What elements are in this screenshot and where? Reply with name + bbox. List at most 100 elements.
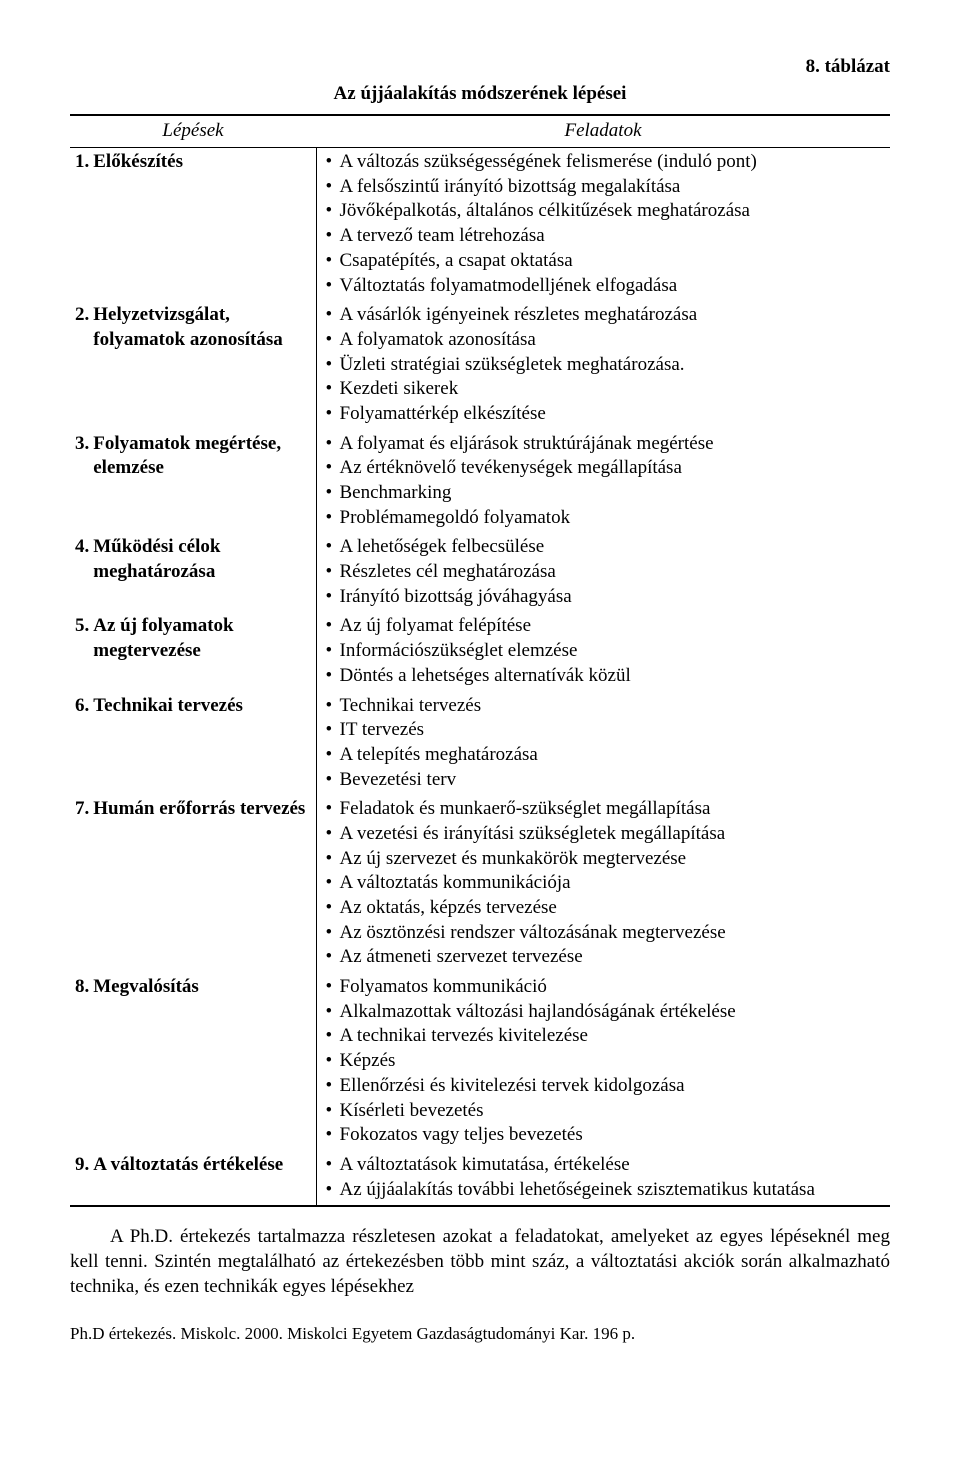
- tasks-cell: A változtatások kimutatása, értékeléseAz…: [316, 1151, 890, 1206]
- step-name: Előkészítés: [89, 150, 183, 175]
- step-cell: 8.Megvalósítás: [70, 973, 316, 1151]
- step-number: 9.: [75, 1153, 89, 1178]
- task-item: Az oktatás, képzés tervezése: [340, 896, 886, 921]
- table-row: 5.Az új folyamatok megtervezéseAz új fol…: [70, 612, 890, 691]
- header-steps: Lépések: [70, 115, 316, 147]
- tasks-cell: Az új folyamat felépítéseInformációszüks…: [316, 612, 890, 691]
- task-list: A változás szükségességének felismerése …: [322, 150, 886, 298]
- task-item: Kezdeti sikerek: [340, 377, 886, 402]
- task-item: Benchmarking: [340, 481, 886, 506]
- step-number: 3.: [75, 432, 89, 481]
- task-item: Csapatépítés, a csapat oktatása: [340, 249, 886, 274]
- step-cell: 3.Folyamatok megértése, elemzése: [70, 430, 316, 534]
- task-item: Az ösztönzési rendszer változásának megt…: [340, 921, 886, 946]
- tasks-cell: A folyamat és eljárások struktúrájának m…: [316, 430, 890, 534]
- table-row: 4.Működési célok meghatározásaA lehetősé…: [70, 533, 890, 612]
- tasks-cell: Folyamatos kommunikációAlkalmazottak vál…: [316, 973, 890, 1151]
- body-paragraph: A Ph.D. értekezés tartalmazza részletese…: [70, 1225, 890, 1299]
- step-name: Humán erőforrás tervezés: [89, 797, 305, 822]
- task-item: Az új szervezet és munkakörök megtervezé…: [340, 847, 886, 872]
- task-item: Alkalmazottak változási hajlandóságának …: [340, 1000, 886, 1025]
- tasks-cell: Feladatok és munkaerő-szükséglet megálla…: [316, 795, 890, 973]
- header-tasks: Feladatok: [316, 115, 890, 147]
- task-list: Az új folyamat felépítéseInformációszüks…: [322, 614, 886, 688]
- task-item: Folyamattérkép elkészítése: [340, 402, 886, 427]
- step-name: A változtatás értékelése: [89, 1153, 283, 1178]
- task-list: Technikai tervezésIT tervezésA telepítés…: [322, 694, 886, 793]
- task-list: A lehetőségek felbecsüléseRészletes cél …: [322, 535, 886, 609]
- task-item: A vezetési és irányítási szükségletek me…: [340, 822, 886, 847]
- task-item: A változás szükségességének felismerése …: [340, 150, 886, 175]
- task-list: A vásárlók igényeinek részletes meghatár…: [322, 303, 886, 426]
- task-item: Folyamatos kommunikáció: [340, 975, 886, 1000]
- task-item: A vásárlók igényeinek részletes meghatár…: [340, 303, 886, 328]
- task-item: A telepítés meghatározása: [340, 743, 886, 768]
- table-row: 8.MegvalósításFolyamatos kommunikációAlk…: [70, 973, 890, 1151]
- tasks-cell: Technikai tervezésIT tervezésA telepítés…: [316, 692, 890, 796]
- table-label: 8. táblázat: [70, 55, 890, 80]
- step-cell: 9.A változtatás értékelése: [70, 1151, 316, 1206]
- task-item: IT tervezés: [340, 718, 886, 743]
- document-title: Az újjáalakítás módszerének lépései: [70, 82, 890, 107]
- task-item: Az új folyamat felépítése: [340, 614, 886, 639]
- table-row: 6.Technikai tervezésTechnikai tervezésIT…: [70, 692, 890, 796]
- task-item: Az átmeneti szervezet tervezése: [340, 945, 886, 970]
- table-row: 7.Humán erőforrás tervezés Feladatok és m…: [70, 795, 890, 973]
- task-item: Változtatás folyamatmodelljének elfogadá…: [340, 274, 886, 299]
- step-cell: 7.Humán erőforrás tervezés: [70, 795, 316, 973]
- task-item: Feladatok és munkaerő-szükséglet megálla…: [340, 797, 886, 822]
- table-row: 1.Előkészítés A változás szükségességének…: [70, 148, 890, 302]
- task-item: A változtatás kommunikációja: [340, 871, 886, 896]
- step-name: Helyzetvizsgálat, folyamatok azonosítása: [89, 303, 310, 352]
- step-cell: 5.Az új folyamatok megtervezése: [70, 612, 316, 691]
- task-item: Jövőképalkotás, általános célkitűzések m…: [340, 199, 886, 224]
- step-cell: 4.Működési célok meghatározása: [70, 533, 316, 612]
- task-item: Az újjáalakítás további lehetőségeinek s…: [340, 1178, 886, 1203]
- task-item: A technikai tervezés kivitelezése: [340, 1024, 886, 1049]
- task-item: Technikai tervezés: [340, 694, 886, 719]
- step-number: 6.: [75, 694, 89, 719]
- tasks-cell: A vásárlók igényeinek részletes meghatár…: [316, 301, 890, 429]
- task-list: Folyamatos kommunikációAlkalmazottak vál…: [322, 975, 886, 1148]
- step-cell: 1.Előkészítés: [70, 148, 316, 302]
- task-list: Feladatok és munkaerő-szükséglet megálla…: [322, 797, 886, 970]
- task-item: Képzés: [340, 1049, 886, 1074]
- step-cell: 6.Technikai tervezés: [70, 692, 316, 796]
- step-name: Működési célok meghatározása: [89, 535, 310, 584]
- task-item: Ellenőrzési és kivitelezési tervek kidol…: [340, 1074, 886, 1099]
- task-item: A változtatások kimutatása, értékelése: [340, 1153, 886, 1178]
- task-list: A változtatások kimutatása, értékeléseAz…: [322, 1153, 886, 1202]
- task-item: A folyamatok azonosítása: [340, 328, 886, 353]
- step-name: Technikai tervezés: [89, 694, 243, 719]
- tasks-cell: A lehetőségek felbecsüléseRészletes cél …: [316, 533, 890, 612]
- task-item: Irányító bizottság jóváhagyása: [340, 585, 886, 610]
- step-number: 2.: [75, 303, 89, 352]
- step-name: Az új folyamatok megtervezése: [89, 614, 310, 663]
- step-number: 5.: [75, 614, 89, 663]
- step-name: Folyamatok megértése, elemzése: [89, 432, 310, 481]
- step-number: 7.: [75, 797, 89, 822]
- task-item: Döntés a lehetséges alternatívák közül: [340, 664, 886, 689]
- task-item: Információszükséglet elemzése: [340, 639, 886, 664]
- tasks-cell: A változás szükségességének felismerése …: [316, 148, 890, 302]
- table-row: 2.Helyzetvizsgálat, folyamatok azonosítá…: [70, 301, 890, 429]
- task-item: Kísérleti bevezetés: [340, 1099, 886, 1124]
- step-number: 1.: [75, 150, 89, 175]
- steps-table: Lépések Feladatok 1.Előkészítés A változá…: [70, 114, 890, 1207]
- table-row: 9.A változtatás értékeléseA változtatáso…: [70, 1151, 890, 1206]
- step-number: 4.: [75, 535, 89, 584]
- task-item: A felsőszintű irányító bizottság megalak…: [340, 175, 886, 200]
- task-item: A tervező team létrehozása: [340, 224, 886, 249]
- task-item: A lehetőségek felbecsülése: [340, 535, 886, 560]
- step-number: 8.: [75, 975, 89, 1000]
- task-item: Bevezetési terv: [340, 768, 886, 793]
- task-item: Részletes cél meghatározása: [340, 560, 886, 585]
- task-list: A folyamat és eljárások struktúrájának m…: [322, 432, 886, 531]
- task-item: Üzleti stratégiai szükségletek meghatáro…: [340, 353, 886, 378]
- task-item: Fokozatos vagy teljes bevezetés: [340, 1123, 886, 1148]
- task-item: Problémamegoldó folyamatok: [340, 506, 886, 531]
- table-row: 3.Folyamatok megértése, elemzéseA folyam…: [70, 430, 890, 534]
- footer-citation: Ph.D értekezés. Miskolc. 2000. Miskolci …: [70, 1323, 890, 1345]
- task-item: Az értéknövelő tevékenységek megállapítá…: [340, 456, 886, 481]
- step-name: Megvalósítás: [89, 975, 199, 1000]
